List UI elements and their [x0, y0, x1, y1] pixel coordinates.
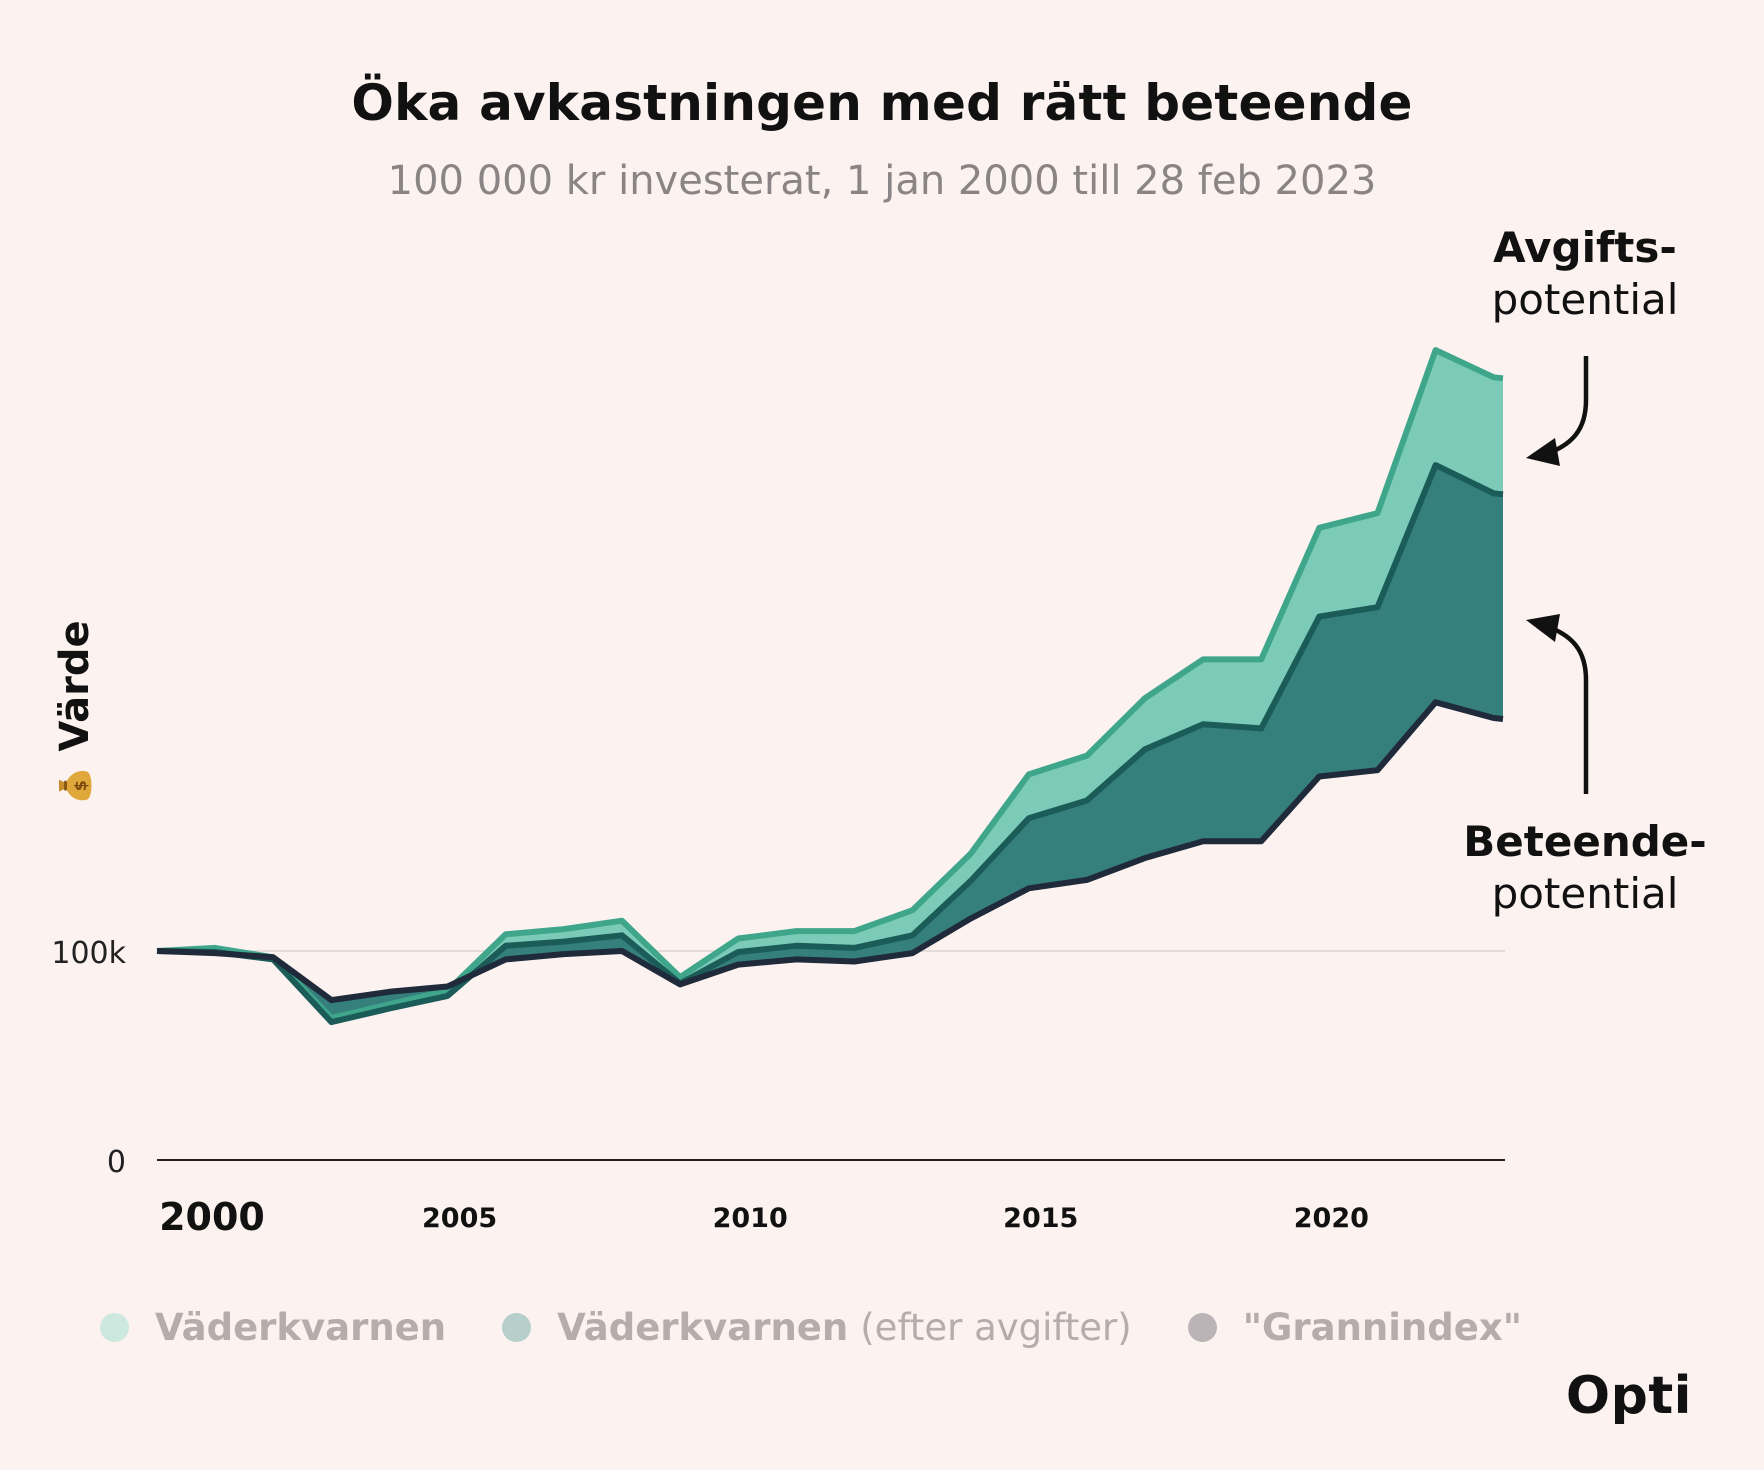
chart-title: Öka avkastningen med rätt beteende — [351, 74, 1413, 132]
legend-swatch — [502, 1312, 532, 1342]
y-axis-title: Värde — [52, 620, 98, 752]
legend-note: (efter avgifter) — [860, 1305, 1132, 1349]
brand-logo: Opti — [1565, 1366, 1692, 1426]
series-line-vaderkvarnen-net — [156, 462, 1504, 1026]
x-tick-label: 2005 — [422, 1203, 497, 1234]
legend: Väderkvarnen Väderkvarnen (efter avgifte… — [100, 1302, 1578, 1352]
legend-label: Väderkvarnen — [155, 1305, 447, 1349]
legend-swatch — [100, 1312, 129, 1342]
x-tick-label: 2020 — [1294, 1203, 1369, 1234]
legend-item-gross[interactable]: Väderkvarnen — [100, 1306, 446, 1349]
fee-potential-area — [157, 350, 1503, 1023]
behavior-callout-normal: potential — [1491, 869, 1679, 918]
series-line-grannindex — [156, 699, 1504, 1004]
areas — [157, 350, 1503, 1023]
x-tick-label: 2010 — [713, 1203, 788, 1234]
chart-subtitle: 100 000 kr investerat, 1 jan 2000 till 2… — [387, 158, 1377, 204]
legend-label: "Grannindex" — [1242, 1305, 1522, 1349]
x-tick-label: 2015 — [1003, 1203, 1078, 1234]
legend-item-net[interactable]: Väderkvarnen (efter avgifter) — [502, 1306, 1132, 1349]
fee-arrow-icon — [1539, 356, 1589, 459]
gridlines — [157, 950, 1505, 1161]
behavior-potential-area — [157, 465, 1503, 1023]
y-tick-label: 100k — [51, 936, 126, 971]
behavior-arrowhead-icon — [1526, 614, 1560, 642]
behavior-callout-bold: Beteende- — [1463, 817, 1707, 866]
fee-callout-bold: Avgifts- — [1493, 223, 1677, 272]
callout-arrows — [1526, 356, 1589, 794]
series-line-vaderkvarnen — [156, 347, 1504, 1021]
fee-callout-normal: potential — [1491, 275, 1679, 324]
series-lines — [156, 347, 1504, 1026]
behavior-arrow-icon — [1539, 621, 1589, 794]
svg-text:$: $ — [71, 780, 90, 791]
legend-swatch — [1187, 1312, 1217, 1342]
x-tick-label: 2000 — [159, 1195, 265, 1239]
fee-potential-callout: Avgifts- potential — [1470, 222, 1700, 326]
behavior-potential-callout: Beteende- potential — [1450, 816, 1720, 920]
legend-label: Väderkvarnen — [557, 1305, 849, 1349]
fee-arrowhead-icon — [1526, 438, 1560, 466]
money-bag-icon: $ — [59, 770, 92, 801]
legend-item-neighbor-index[interactable]: "Grannindex" — [1187, 1305, 1522, 1349]
y-tick-label: 0 — [107, 1145, 126, 1180]
tick-labels: 0 100k 2000 2005 2010 2015 2020 — [51, 936, 1369, 1239]
